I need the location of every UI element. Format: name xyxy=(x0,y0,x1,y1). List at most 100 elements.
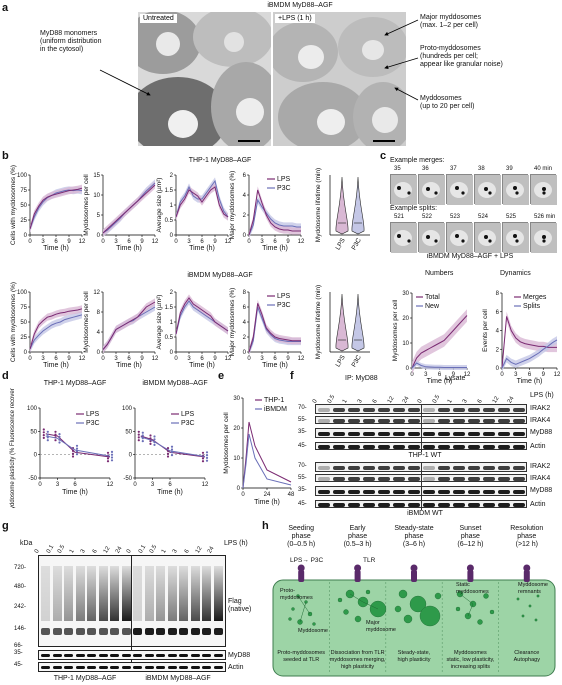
annotation-line: MyD88 monomers xyxy=(40,30,98,37)
smear-lane xyxy=(121,566,131,621)
tlr-receptor-icon xyxy=(523,570,530,582)
ip-lysate-divider xyxy=(421,404,422,452)
blot-band xyxy=(393,445,405,449)
lps-point xyxy=(71,449,75,452)
native-band xyxy=(75,628,85,635)
connection-line xyxy=(299,601,307,623)
subplot-b: 0 3 6 9 12 0 0.5 1 1.5 2 Time (h) Average size (µm²… xyxy=(156,173,232,252)
blot-band xyxy=(318,490,330,494)
x-tick-label: 12 xyxy=(79,239,86,245)
legend-total: Total xyxy=(425,294,440,301)
x-axis-label: Time (h) xyxy=(262,362,288,369)
x-tick-label: 0 xyxy=(38,482,42,488)
blot-band xyxy=(513,477,525,481)
lps-line xyxy=(102,301,156,350)
ip-label: IP: MyD88 xyxy=(345,375,378,382)
y-axis-label: Cells with myddosomes (%) xyxy=(10,165,17,245)
y-tick-label: 50 xyxy=(30,429,37,435)
lps-point xyxy=(149,442,152,445)
p3c-point xyxy=(205,459,209,462)
actin-band xyxy=(133,666,142,669)
y-tick-label: 1 xyxy=(170,203,174,209)
y-tick-label: 0 xyxy=(97,350,101,356)
blot-band xyxy=(408,466,420,470)
p3c-point xyxy=(205,454,209,457)
native-band xyxy=(179,628,188,635)
frame-time-label: 37 xyxy=(450,166,457,172)
g-kda-label: 720- xyxy=(14,565,27,571)
blot-band xyxy=(498,408,510,412)
y-tick-label: 0 xyxy=(24,233,28,239)
g-kda-label: 45- xyxy=(14,662,23,668)
blot-band xyxy=(498,490,510,494)
numbers-plot: 0 3 6 9 12 0 10 20 30 Time (h) Myddosomes per cell… xyxy=(392,291,471,385)
x-tick-label: 9 xyxy=(286,356,290,362)
protein-label: Actin xyxy=(530,443,546,450)
x-axis-label: Time (h) xyxy=(43,245,69,252)
blot-band xyxy=(438,408,450,412)
annotation-line: (hundreds per cell; xyxy=(420,53,478,60)
p3c-point xyxy=(46,439,49,442)
tlr-receptor-head xyxy=(354,564,362,572)
g-kda-label: 480- xyxy=(14,584,27,590)
micrograph-untreated: Untreated xyxy=(138,12,271,146)
violin-p3c xyxy=(351,293,365,352)
y-axis-label: Cells with myddosomes (%) xyxy=(10,282,17,362)
blot-band xyxy=(318,477,330,481)
x-tick-label: 9 xyxy=(140,239,144,245)
blot-band xyxy=(378,408,390,412)
phase-name: (0.5–3 h) xyxy=(344,541,372,548)
p3c-point xyxy=(141,434,144,437)
lps-point xyxy=(42,428,45,431)
x-tick-label: 0 xyxy=(174,239,178,245)
y-tick-label: 20 xyxy=(402,316,409,322)
g-time-tick: 24 xyxy=(114,545,123,555)
x-axis-label: Time (h) xyxy=(43,362,69,369)
y-tick-label: 8 xyxy=(97,310,101,316)
blot-band xyxy=(423,477,435,481)
violin-p3c xyxy=(351,176,365,235)
annotation-line: Myddosomes xyxy=(420,95,462,102)
p3c-point xyxy=(75,453,79,456)
frame-image xyxy=(391,175,417,205)
phase-description: Clearance xyxy=(514,650,539,656)
native-band xyxy=(190,628,200,635)
phase-name: (0–0.5 h) xyxy=(287,541,315,548)
blot-band xyxy=(348,432,360,436)
x-tick-label: 9 xyxy=(140,356,144,362)
y-tick-label: 0 xyxy=(170,350,174,356)
actin-band xyxy=(156,666,165,669)
phase-description: Myddosomes xyxy=(454,650,487,656)
x-tick-label: 0 xyxy=(101,356,105,362)
panel-b-label: b xyxy=(2,150,9,162)
phase-name: Early xyxy=(350,525,366,532)
y-tick-label: 30 xyxy=(233,396,240,402)
dynamics-plot: 0 3 6 9 12 0 2 4 6 8 Time (h) Events per cell Merges… xyxy=(482,291,561,385)
x-tick-label: 6 xyxy=(200,356,204,362)
merges-title: Example merges: xyxy=(390,157,445,164)
g-kda-label: 66- xyxy=(14,643,23,649)
splits-band xyxy=(502,336,557,372)
g-time-tick: 0.1 xyxy=(137,544,147,555)
blot-band xyxy=(378,503,390,507)
x-tick-label: 3 xyxy=(41,239,45,245)
blot-band xyxy=(438,419,450,423)
myddosome-dot xyxy=(477,619,483,625)
blot-band xyxy=(513,432,525,436)
blot-band xyxy=(363,466,375,470)
blot-band xyxy=(423,419,435,423)
frame-time-label: 523 xyxy=(450,214,461,220)
legend-new: New xyxy=(425,303,440,310)
myd88-band xyxy=(110,654,119,657)
x-tick-label: 3 xyxy=(187,356,191,362)
phase-name: phase xyxy=(461,533,480,540)
blot-band xyxy=(498,466,510,470)
smear-lane xyxy=(87,566,96,621)
y-axis-label: Myddosomes per cell xyxy=(223,412,230,474)
x-tick-label: 3 xyxy=(514,372,518,378)
x-axis-label: Time (h) xyxy=(189,245,215,252)
phase-name: (6–12 h) xyxy=(457,541,483,548)
tlr-label: TLR xyxy=(363,557,376,564)
